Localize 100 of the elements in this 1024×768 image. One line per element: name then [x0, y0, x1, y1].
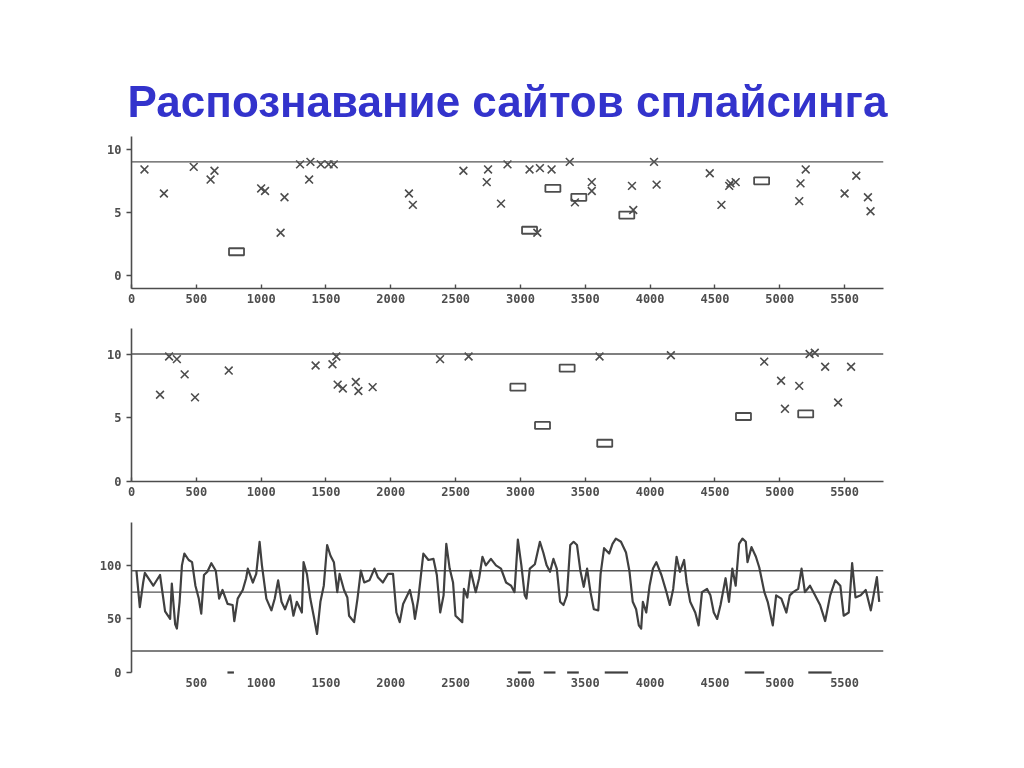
x-tick-label: 2000	[376, 484, 406, 499]
x-tick-label: 1000	[246, 675, 276, 690]
x-tick-label: 500	[185, 291, 208, 306]
line-series	[135, 537, 881, 636]
x-tick-label: 4500	[700, 291, 730, 306]
x-tick-label: 3000	[506, 675, 535, 690]
point	[649, 157, 659, 167]
point	[820, 362, 830, 372]
point	[159, 188, 169, 199]
point	[846, 362, 856, 372]
point	[408, 200, 418, 210]
point	[295, 159, 305, 170]
point	[310, 360, 321, 371]
point	[565, 157, 575, 167]
point	[332, 379, 343, 390]
point	[716, 200, 727, 210]
point	[759, 356, 769, 367]
point	[327, 359, 338, 369]
y-tick-label: 5	[114, 206, 122, 220]
point	[801, 164, 811, 175]
point	[863, 192, 873, 202]
point	[496, 198, 506, 209]
x-tick-label: 3500	[570, 484, 600, 499]
point	[794, 196, 804, 206]
point	[351, 377, 361, 387]
point	[189, 162, 199, 172]
x-tick-label: 3500	[570, 675, 600, 690]
point	[435, 354, 445, 364]
point	[190, 392, 200, 403]
x-tick-label: 0	[127, 291, 136, 306]
x-tick-label: 5500	[830, 675, 860, 690]
point	[338, 383, 348, 394]
x-tick-label: 5000	[765, 675, 795, 690]
point	[594, 351, 605, 362]
x-tick-label: 2500	[441, 291, 471, 306]
y-tick-label: 10	[107, 142, 122, 157]
x-tick-label: 3000	[506, 291, 535, 306]
point	[795, 178, 806, 189]
point	[651, 179, 662, 190]
y-tick-label: 0	[114, 269, 122, 284]
point	[205, 174, 216, 185]
x-tick-label: 5000	[765, 291, 795, 306]
x-tick-label: 4500	[700, 484, 730, 499]
x-tick-label: 2000	[376, 675, 406, 690]
x-tick-label: 3500	[570, 291, 600, 306]
point	[628, 205, 638, 215]
y-tick-label: 0	[114, 475, 122, 489]
point	[776, 376, 786, 386]
x-tick-label: 4000	[635, 291, 665, 306]
x-tick-label: 500	[185, 675, 208, 690]
x-tick-label: 5000	[765, 484, 795, 499]
point	[279, 192, 290, 202]
y-tick-label: 0	[114, 666, 122, 680]
x-tick-label: 1000	[246, 484, 276, 499]
x-tick-label: 2500	[441, 675, 471, 690]
point	[794, 381, 804, 391]
point	[570, 197, 580, 208]
point	[502, 159, 513, 170]
point	[666, 350, 676, 360]
point	[780, 404, 790, 414]
point	[705, 168, 715, 178]
x-tick-label: 1500	[311, 484, 341, 499]
point	[833, 397, 843, 408]
chart-title: Распознавание сайтов сплайсинга	[127, 76, 888, 126]
point	[209, 166, 220, 176]
point	[865, 206, 876, 216]
point	[839, 188, 850, 199]
point	[305, 157, 316, 167]
point	[458, 166, 469, 176]
point	[331, 351, 342, 362]
point	[139, 164, 150, 175]
point	[179, 369, 190, 380]
point	[260, 186, 270, 196]
point	[627, 181, 637, 191]
point	[155, 390, 165, 400]
x-tick-label: 1500	[311, 675, 341, 690]
x-tick-label: 2000	[376, 291, 406, 306]
point	[256, 183, 266, 194]
point	[587, 177, 597, 187]
point	[587, 186, 597, 196]
point	[224, 365, 234, 376]
point	[532, 228, 543, 238]
y-tick-label: 50	[107, 612, 122, 627]
x-tick-label: 4000	[635, 675, 665, 690]
x-tick-label: 5500	[830, 484, 860, 499]
y-tick-label: 5	[114, 411, 122, 426]
y-tick-label: 100	[99, 558, 122, 573]
point	[546, 164, 557, 175]
x-tick-label: 500	[185, 484, 208, 499]
x-tick-label: 1500	[311, 291, 341, 306]
x-tick-label: 2500	[441, 484, 471, 499]
point	[851, 171, 861, 181]
point	[483, 164, 493, 175]
point	[275, 228, 286, 238]
point	[304, 174, 314, 185]
point	[404, 188, 414, 199]
x-tick-label: 5500	[830, 291, 860, 306]
x-tick-label: 4000	[635, 484, 665, 499]
point	[353, 386, 364, 396]
x-tick-label: 0	[127, 484, 136, 499]
